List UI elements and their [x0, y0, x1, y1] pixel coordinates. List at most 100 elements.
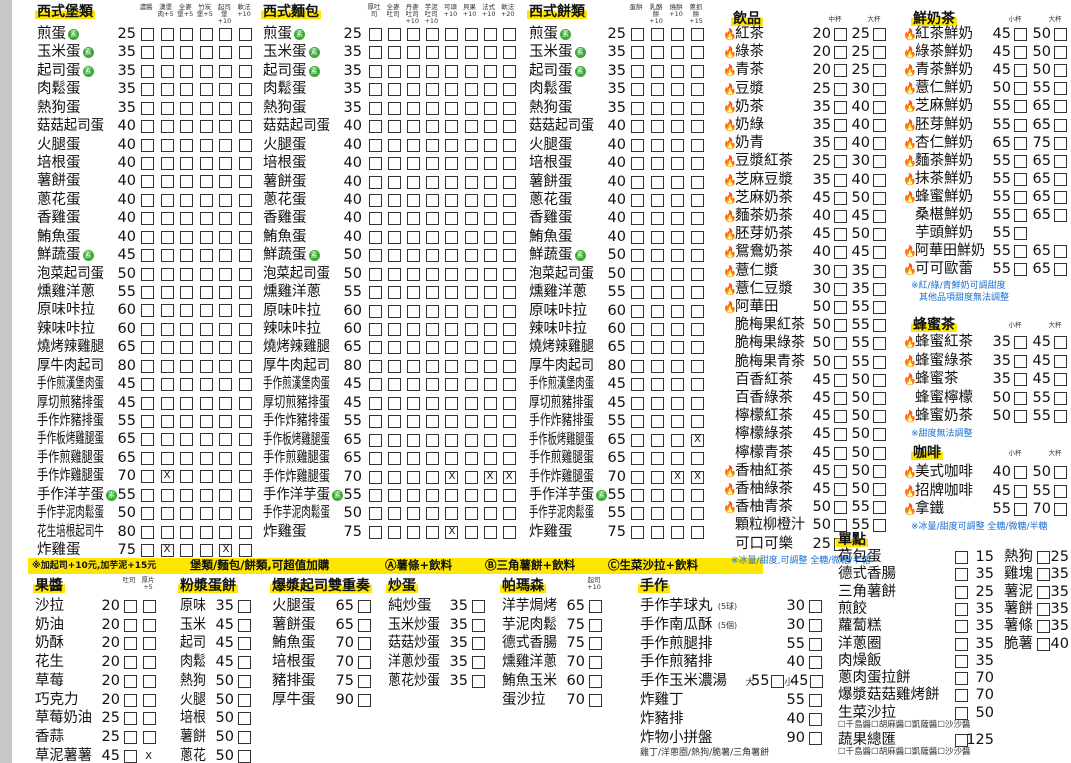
check-box	[1037, 551, 1050, 564]
item-name: 檸檬綠茶	[735, 426, 793, 443]
check-box	[426, 415, 440, 429]
price: 35	[992, 371, 1011, 388]
check-box	[631, 101, 644, 115]
check-box	[388, 470, 402, 484]
check-box	[631, 433, 644, 447]
check-box	[691, 138, 704, 152]
item-name: 蜂蜜綠茶	[915, 352, 973, 369]
price: 55	[117, 413, 136, 430]
item-name: 手作洋芋蛋	[37, 486, 104, 503]
check-box	[631, 212, 644, 226]
item-name: 鮪魚蛋	[529, 228, 573, 245]
section-title: 果醬	[33, 578, 65, 594]
item-name: 厚牛蛋	[272, 691, 316, 708]
check-box	[502, 120, 516, 134]
check-box	[691, 157, 704, 171]
check-box	[239, 175, 252, 189]
price: 65	[117, 431, 136, 448]
check-box	[464, 267, 478, 281]
item-name: 奶茶	[735, 98, 764, 115]
check-box	[671, 359, 684, 373]
item-name: 鴛鴦奶茶	[735, 244, 793, 261]
price: 25	[851, 62, 870, 79]
price: 35	[812, 98, 831, 115]
check-box	[426, 489, 440, 502]
check-box	[160, 322, 174, 336]
price: 55	[1032, 408, 1051, 425]
price: 65	[992, 134, 1011, 151]
price: 55	[343, 413, 362, 430]
check-box	[219, 267, 233, 281]
check-box	[472, 637, 485, 651]
item-name: 手作南瓜酥	[640, 616, 713, 633]
check-box	[199, 175, 213, 189]
check-box	[464, 470, 478, 484]
check-box	[141, 267, 154, 281]
note: ※冰量/甜度,可調整 全糖/微糖/半糖	[731, 555, 871, 566]
check-box	[502, 286, 516, 300]
banner-text: Ⓐ薯條+飲料	[385, 558, 453, 572]
check-box	[445, 489, 459, 502]
check-box	[691, 433, 704, 447]
check-box	[631, 507, 644, 521]
price: 70	[1032, 501, 1051, 517]
note: ※冰量/甜度可調整 全糖/微糖/半糖	[911, 521, 1048, 532]
check-box	[124, 674, 137, 688]
price: 40	[607, 118, 626, 135]
column-header: 丹麥吐司+10	[405, 3, 420, 26]
check-box	[141, 322, 154, 336]
check-box	[219, 212, 233, 226]
check-box	[358, 656, 371, 670]
item-name: 泡菜起司蛋	[37, 265, 104, 282]
check-box	[1014, 82, 1027, 96]
veg-badge: 素	[596, 490, 607, 501]
hot-icon: 🔥	[903, 172, 917, 186]
check-box	[445, 28, 459, 41]
check-box	[141, 470, 154, 484]
price: 45	[992, 26, 1011, 42]
item-name: 蛋沙拉	[502, 691, 546, 708]
price: 55	[992, 170, 1011, 187]
price: 65	[607, 431, 626, 448]
item-name: 手作煎雞腿蛋	[37, 449, 104, 466]
item-note: 雞丁/洋蔥圈/熱狗/脆薯/三角薯餅	[640, 747, 770, 758]
check-box	[502, 489, 516, 502]
check-box	[1054, 172, 1067, 186]
price: 40	[851, 98, 870, 115]
item-name: 豆漿	[735, 80, 764, 97]
check-box	[239, 120, 252, 134]
price: 30	[851, 80, 870, 97]
check-box	[631, 304, 644, 318]
hot-icon: 🔥	[723, 282, 737, 296]
check-box	[691, 341, 704, 355]
item-name: 炸物小拼盤	[640, 729, 713, 746]
item-name: 原味咔拉	[263, 302, 321, 319]
price: 20	[101, 598, 120, 614]
item-name: 手作炸豬排蛋	[529, 413, 594, 430]
check-box	[219, 525, 233, 539]
price: 40	[607, 228, 626, 245]
price: 50	[851, 226, 870, 243]
check-box	[199, 507, 213, 521]
item-name: 煎蛋	[37, 26, 66, 42]
check-box	[199, 488, 213, 502]
check-box	[426, 267, 440, 281]
price: 70	[343, 468, 362, 485]
item-name: 胚芽奶茶	[735, 226, 793, 243]
check-box	[180, 46, 194, 60]
check-box	[834, 46, 847, 60]
check-box	[1014, 503, 1027, 516]
check-box	[239, 507, 252, 521]
check-box	[199, 415, 213, 429]
size-header: 小杯	[1008, 15, 1022, 23]
hot-icon: 🔥	[903, 64, 917, 78]
check-box	[631, 28, 644, 41]
section-title: 咖啡	[911, 445, 943, 461]
price: 25	[812, 535, 831, 552]
check-box	[464, 120, 478, 134]
price: 40	[117, 155, 136, 171]
price: 30	[812, 280, 831, 297]
check-box	[671, 157, 684, 171]
check-box	[671, 249, 684, 263]
check-box	[219, 470, 233, 484]
